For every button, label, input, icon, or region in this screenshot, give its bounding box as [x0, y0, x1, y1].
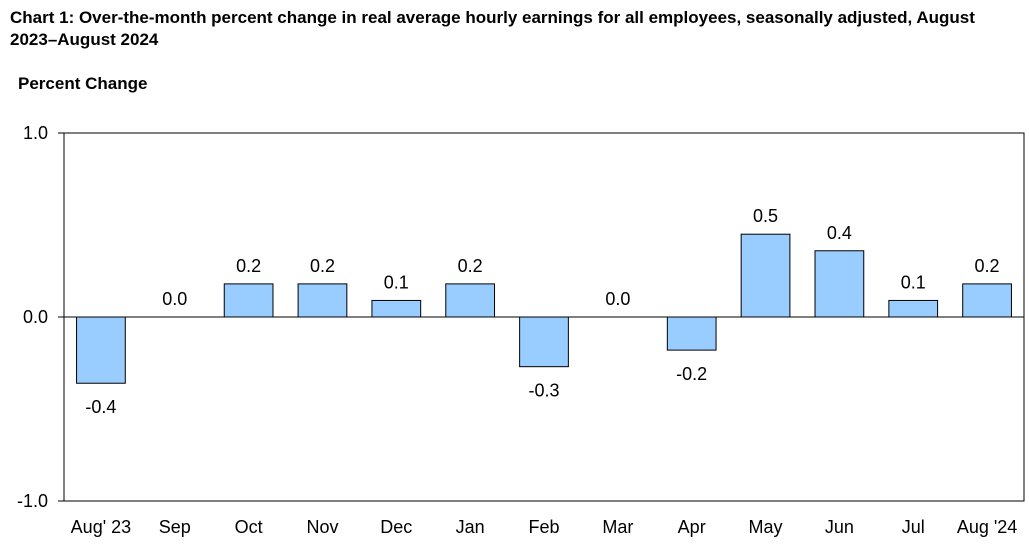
data-label: 0.2 — [458, 256, 483, 276]
bar — [445, 283, 496, 318]
x-tick-label: Apr — [678, 517, 706, 537]
data-label: 0.2 — [236, 256, 261, 276]
data-label: 0.2 — [310, 256, 335, 276]
chart-title: Chart 1: Over-the-month percent change i… — [10, 8, 975, 49]
x-tick-label: Dec — [380, 517, 412, 537]
x-tick-label: Jun — [825, 517, 854, 537]
bar — [519, 316, 569, 368]
x-tick-label: Jul — [902, 517, 925, 537]
y-axis-label: Percent Change — [18, 74, 148, 93]
x-tick-label: Oct — [235, 517, 263, 537]
bar — [740, 233, 791, 318]
bar — [888, 299, 939, 318]
bar — [814, 250, 865, 318]
data-label: -0.2 — [676, 364, 707, 384]
x-tick-label: Aug '24 — [957, 517, 1018, 537]
data-label: 0.4 — [827, 223, 852, 243]
bar — [962, 283, 1012, 318]
y-tick-label: -1.0 — [17, 491, 48, 511]
y-tick-label: 0.0 — [23, 307, 48, 327]
data-label: -0.3 — [528, 381, 559, 401]
bar — [76, 316, 126, 384]
x-tick-label: May — [749, 517, 783, 537]
data-label: -0.4 — [85, 397, 116, 417]
data-label: 0.1 — [384, 272, 409, 292]
bar — [223, 283, 274, 318]
data-label: 0.5 — [753, 206, 778, 226]
bar — [297, 283, 348, 318]
data-label: 0.0 — [162, 289, 187, 309]
x-tick-label: Feb — [528, 517, 559, 537]
x-tick-label: Mar — [602, 517, 633, 537]
x-tick-label: Jan — [456, 517, 485, 537]
x-tick-label: Nov — [306, 517, 338, 537]
y-tick-label: 1.0 — [23, 123, 48, 143]
x-tick-label: Sep — [159, 517, 191, 537]
data-label: 0.0 — [605, 289, 630, 309]
bar — [666, 316, 717, 351]
x-tick-label: Aug' 23 — [71, 517, 132, 537]
data-label: 0.1 — [901, 272, 926, 292]
data-label: 0.2 — [975, 256, 1000, 276]
bar — [371, 299, 422, 318]
